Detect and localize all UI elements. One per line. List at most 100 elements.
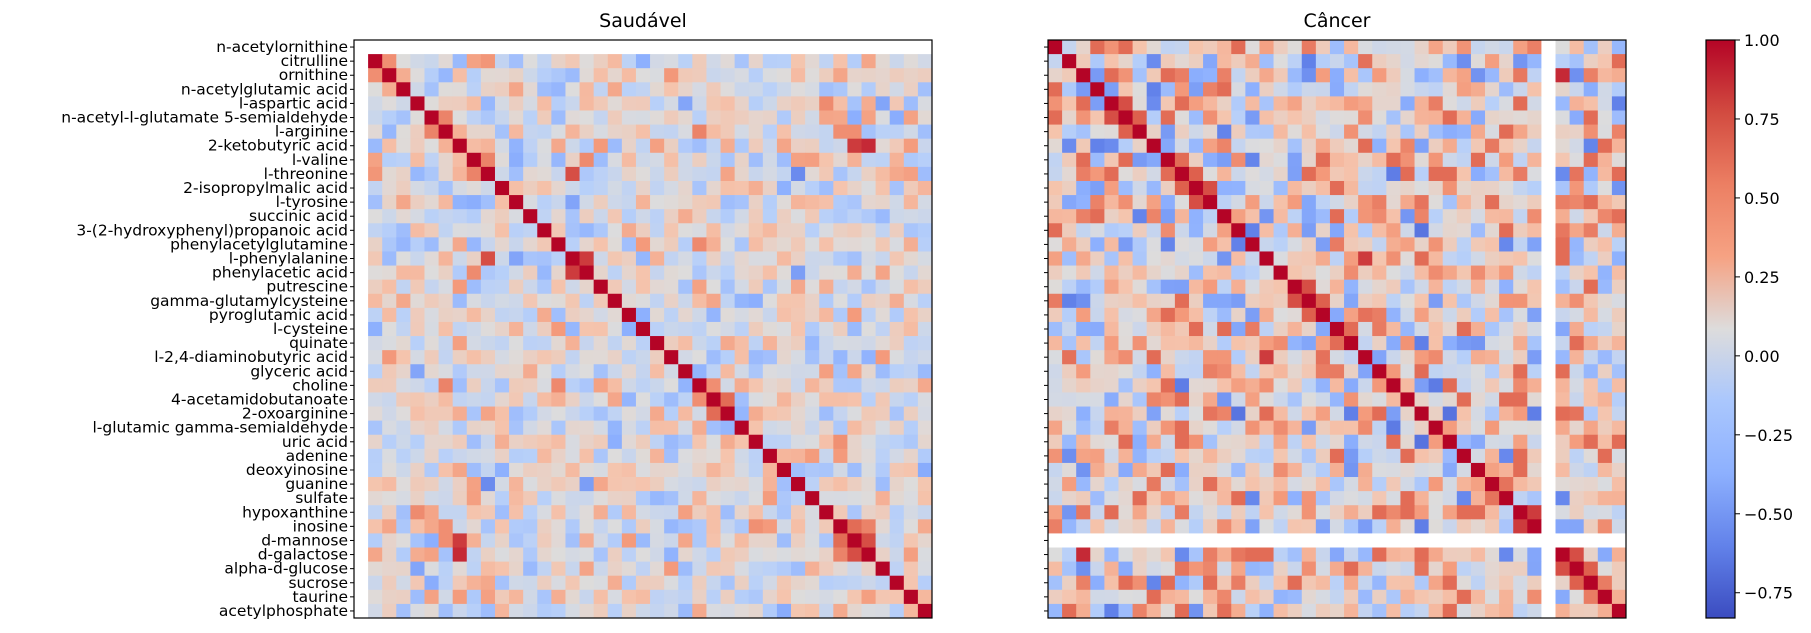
heatmap-cell [565,138,580,154]
heatmap-cell [452,336,468,351]
heatmap-cell [664,350,679,365]
heatmap-cell [424,448,439,464]
heatmap-cell [889,110,905,125]
heatmap-cell [523,519,538,534]
heatmap-cell [1287,237,1303,252]
heatmap-cell [1245,378,1260,393]
heatmap-cell [537,533,552,548]
heatmap-cell [833,420,848,436]
heatmap-cell [1118,251,1133,266]
heatmap-cell [523,589,538,605]
heatmap-cell [565,575,580,591]
heatmap-cell [537,265,552,281]
heatmap-cell [1372,166,1387,182]
heatmap-cell [748,209,764,224]
heatmap-cell [1188,279,1204,295]
heatmap-cell [1315,166,1331,182]
heatmap-cell [833,251,848,266]
heatmap-cell [791,420,806,436]
heatmap-cell [1414,237,1430,252]
heatmap-cell [1513,40,1528,55]
heatmap-cell [1160,321,1176,337]
heatmap-cell [382,603,397,619]
heatmap-cell [791,505,806,520]
heatmap-cell [1062,477,1077,492]
heatmap-cell [1499,603,1514,619]
plot-frame-saudavel [353,39,933,619]
heatmap-cell [1555,420,1571,436]
heatmap-cell [1583,110,1599,125]
heatmap-cell [734,68,750,83]
heatmap-cell [1104,505,1119,520]
heatmap-cell [537,406,552,422]
heatmap-cell [1076,448,1091,464]
heatmap-cell [480,491,496,506]
heatmap-cell [1146,82,1162,97]
heatmap-cell [875,533,891,548]
heatmap-cell [1414,336,1430,351]
heatmap-cell [1118,265,1133,281]
heatmap-cell [1344,406,1359,422]
heatmap-cell [523,364,538,379]
heatmap-cell [1372,547,1387,563]
heatmap-cell [565,378,580,393]
heatmap-cell [1259,406,1274,422]
heatmap-cell [1188,477,1204,492]
heatmap-cell [819,237,834,252]
heatmap-cell [565,68,580,83]
heatmap-cell [748,603,764,619]
heatmap-cell [537,180,552,196]
heatmap-cell [579,195,595,210]
heatmap-cell [678,406,693,422]
heatmap-cell [833,505,848,520]
heatmap-cell [1372,420,1387,436]
heatmap-cell [1386,448,1401,464]
heatmap-cell [424,152,439,168]
heatmap-cell [382,462,397,478]
heatmap-cell [1315,223,1331,238]
heatmap-cell [396,195,411,210]
heatmap-cell [791,547,806,563]
heatmap-cell [776,166,792,182]
heatmap-cell [678,350,693,365]
heatmap-cell [650,336,665,351]
heatmap-cell [1597,561,1613,577]
heatmap-cell [1400,209,1415,224]
heatmap-cell [706,336,721,351]
heatmap-cell [551,477,566,492]
heatmap-cell [917,336,933,351]
heatmap-cell [1597,82,1613,97]
heatmap-cell [1344,519,1359,534]
heatmap-cell [1329,124,1345,140]
heatmap-cell [1470,96,1486,111]
heatmap-cell [1583,406,1599,422]
heatmap-cell [1513,195,1528,210]
heatmap-cell [1611,251,1627,266]
heatmap-cell [1160,96,1176,111]
heatmap-cell [1541,223,1556,238]
heatmap-cell [635,307,651,323]
heatmap-cell [861,124,877,140]
heatmap-cell [368,321,383,337]
heatmap-cell [1372,519,1387,534]
heatmap-cell [382,166,397,182]
heatmap-cell [1541,392,1556,407]
heatmap-cell [748,350,764,365]
heatmap-cell [1527,350,1542,365]
heatmap-cell [706,321,721,337]
heatmap-cell [833,223,848,238]
heatmap-cell [452,96,468,111]
heatmap-cell [1414,180,1430,196]
heatmap-cell [917,477,933,492]
heatmap-cell [917,491,933,506]
heatmap-cell [1555,448,1571,464]
heatmap-cell [1048,40,1063,55]
heatmap-cell [720,406,736,422]
heatmap-cell [1315,195,1331,210]
heatmap-cell [903,293,919,309]
heatmap-cell [537,96,552,111]
heatmap-cell [1414,434,1430,450]
heatmap-cell [1555,547,1571,563]
heatmap-cell [1386,68,1401,83]
heatmap-cell [1456,307,1472,323]
